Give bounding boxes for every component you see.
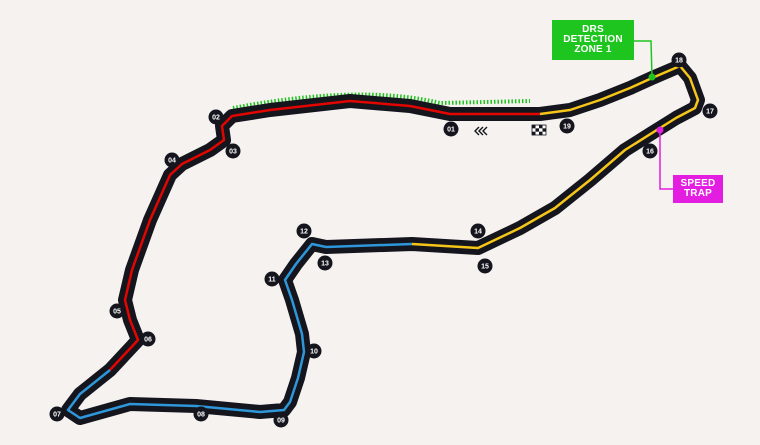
corner-number: 11 (268, 277, 276, 284)
corner-circle (273, 412, 289, 428)
corner-circle (443, 121, 459, 137)
start-finish-flag-icon (531, 124, 547, 136)
corner-marker: 09 (273, 412, 289, 428)
corner-marker: 05 (109, 303, 125, 319)
corner-circle (559, 118, 575, 134)
corner-marker: 12 (296, 223, 312, 239)
corner-marker: 03 (225, 143, 241, 159)
corner-number: 15 (481, 264, 489, 271)
corner-circle (470, 223, 486, 239)
corner-circle (317, 255, 333, 271)
corner-circle (208, 109, 224, 125)
corner-circle (49, 406, 65, 422)
corner-number: 14 (474, 229, 482, 236)
corner-marker: 06 (140, 331, 156, 347)
corner-number: 10 (310, 349, 318, 356)
corner-number: 16 (646, 149, 654, 156)
corner-number: 03 (229, 149, 237, 156)
speed-trap-marker (656, 126, 664, 134)
corner-number: 08 (197, 412, 205, 419)
corner-marker: 10 (306, 343, 322, 359)
track-outline (61, 59, 705, 425)
corner-circle (164, 152, 180, 168)
corner-marker: 08 (193, 406, 209, 422)
corner-circle (225, 143, 241, 159)
drs-detection-callout: DRS DETECTION ZONE 1 (552, 20, 634, 60)
corner-number: 12 (300, 229, 308, 236)
corner-marker: 17 (702, 103, 718, 119)
corner-circle (477, 258, 493, 274)
corner-circle (264, 271, 280, 287)
corner-circle (642, 143, 658, 159)
corner-number: 02 (212, 115, 220, 122)
corner-marker: 13 (317, 255, 333, 271)
corner-marker: 15 (477, 258, 493, 274)
corner-number: 06 (144, 337, 152, 344)
corner-number: 18 (675, 58, 683, 65)
corner-number: 04 (168, 158, 176, 165)
corner-circle (296, 223, 312, 239)
corner-circle (306, 343, 322, 359)
corner-number: 07 (53, 412, 61, 419)
corner-marker: 07 (49, 406, 65, 422)
corner-marker: 02 (208, 109, 224, 125)
drs-leader-line (634, 40, 653, 78)
corner-circle (671, 52, 687, 68)
corner-circle (140, 331, 156, 347)
corner-number: 13 (321, 261, 329, 268)
corner-number: 19 (563, 124, 571, 131)
corner-marker: 14 (470, 223, 486, 239)
corner-number: 17 (706, 109, 714, 116)
corner-number: 09 (277, 418, 285, 425)
corner-circle (109, 303, 125, 319)
corner-marker: 19 (559, 118, 575, 134)
sector-3-line (411, 64, 700, 250)
direction-chevrons-icon (474, 126, 488, 136)
corner-marker: 01 (443, 121, 459, 137)
corner-marker: 04 (164, 152, 180, 168)
corner-circle (193, 406, 209, 422)
corner-circle (702, 103, 718, 119)
speed-trap-callout: SPEED TRAP (673, 175, 723, 203)
corner-marker: 18 (671, 52, 687, 68)
corner-number: 05 (113, 309, 121, 316)
drs-marker (648, 73, 656, 81)
corner-marker: 16 (642, 143, 658, 159)
sector-1-line (109, 99, 540, 371)
corner-number: 01 (447, 127, 455, 134)
corner-marker: 11 (264, 271, 280, 287)
speed-trap-leader-line (659, 130, 673, 190)
sector-2-line (66, 242, 413, 420)
